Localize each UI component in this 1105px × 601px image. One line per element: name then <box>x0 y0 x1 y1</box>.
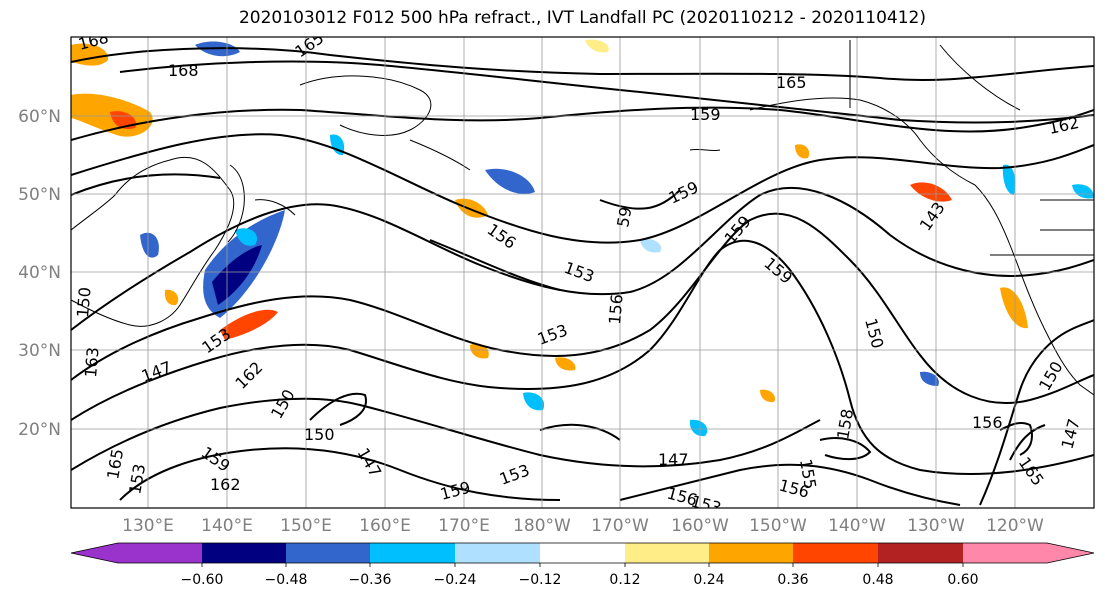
lon-label: 170°E <box>438 516 490 536</box>
contour-label: 59 <box>613 205 635 228</box>
colorbar-extend-high <box>1047 543 1094 563</box>
figure-title: 2020103012 F012 500 hPa refract., IVT La… <box>238 8 926 28</box>
contour-label: 147 <box>658 450 689 469</box>
colorbar-bin <box>370 543 456 563</box>
colorbar-tick-label: −0.48 <box>265 572 308 588</box>
lat-label: 50°N <box>18 185 61 205</box>
lon-label: 180°W <box>513 516 571 536</box>
lon-label: 150°W <box>749 516 807 536</box>
lat-label: 60°N <box>18 107 61 127</box>
contour-label: 156 <box>972 413 1003 432</box>
lon-label: 130°E <box>122 516 174 536</box>
colorbar-tick-label: 0.24 <box>693 572 724 588</box>
colorbar-bin <box>878 543 964 563</box>
colorbar-bin <box>709 543 794 563</box>
colorbar-tick-label: 0.12 <box>609 572 640 588</box>
lon-label: 120°W <box>986 516 1044 536</box>
lon-label: 130°W <box>907 516 965 536</box>
coastlines <box>71 40 1094 396</box>
colorbar-tick-label: 0.36 <box>777 572 808 588</box>
lon-label: 160°W <box>671 516 729 536</box>
colorbar-tick-label: −0.24 <box>434 572 477 588</box>
lon-label: 140°W <box>828 516 886 536</box>
colorbar-bin <box>963 543 1048 563</box>
contour-label: 165 <box>776 73 807 92</box>
colorbar-tick-label: −0.12 <box>519 572 562 588</box>
lon-label: 170°W <box>591 516 649 536</box>
lat-label: 30°N <box>18 341 61 361</box>
colorbar-bin <box>286 543 371 563</box>
graticule <box>71 37 1094 508</box>
contour-label: 163 <box>81 346 103 378</box>
contour-label: 168 <box>168 61 199 80</box>
contour-label: 159 <box>690 105 721 124</box>
lat-label: 20°N <box>18 420 61 440</box>
colorbar-tick-label: −0.36 <box>349 572 392 588</box>
colorbar-bin <box>118 543 203 563</box>
height-contours <box>71 47 1094 506</box>
latitude-labels: 60°N 50°N 40°N 30°N 20°N <box>18 107 61 440</box>
contour-label: 59 <box>54 230 75 252</box>
colorbar-outline <box>70 542 1095 564</box>
contour-label: 150 <box>73 286 95 318</box>
map-frame <box>70 36 1095 509</box>
contour-label: 150 <box>304 425 335 444</box>
colorbar: −0.60 −0.48 −0.36 −0.24 −0.12 0.12 0.24 … <box>70 542 1095 588</box>
colorbar-tick-label: 0.60 <box>947 572 978 588</box>
lon-label: 150°E <box>280 516 332 536</box>
colorbar-bin <box>455 543 541 563</box>
colorbar-bin <box>625 543 710 563</box>
colorbar-tick-label: 0.48 <box>862 572 893 588</box>
colorbar-tick-label: −0.60 <box>181 572 224 588</box>
longitude-labels: 130°E 140°E 150°E 160°E 170°E 180°W 170°… <box>122 516 1044 536</box>
colorbar-extend-low <box>71 543 118 563</box>
contour-label: 156 <box>605 293 627 325</box>
colorbar-bin <box>793 543 879 563</box>
lon-label: 140°E <box>201 516 253 536</box>
colorbar-bin <box>202 543 287 563</box>
lat-label: 40°N <box>18 263 61 283</box>
contour-label: 162 <box>210 475 241 494</box>
anomaly-shading <box>71 39 1094 437</box>
lon-label: 160°E <box>359 516 411 536</box>
colorbar-bin <box>540 543 626 563</box>
